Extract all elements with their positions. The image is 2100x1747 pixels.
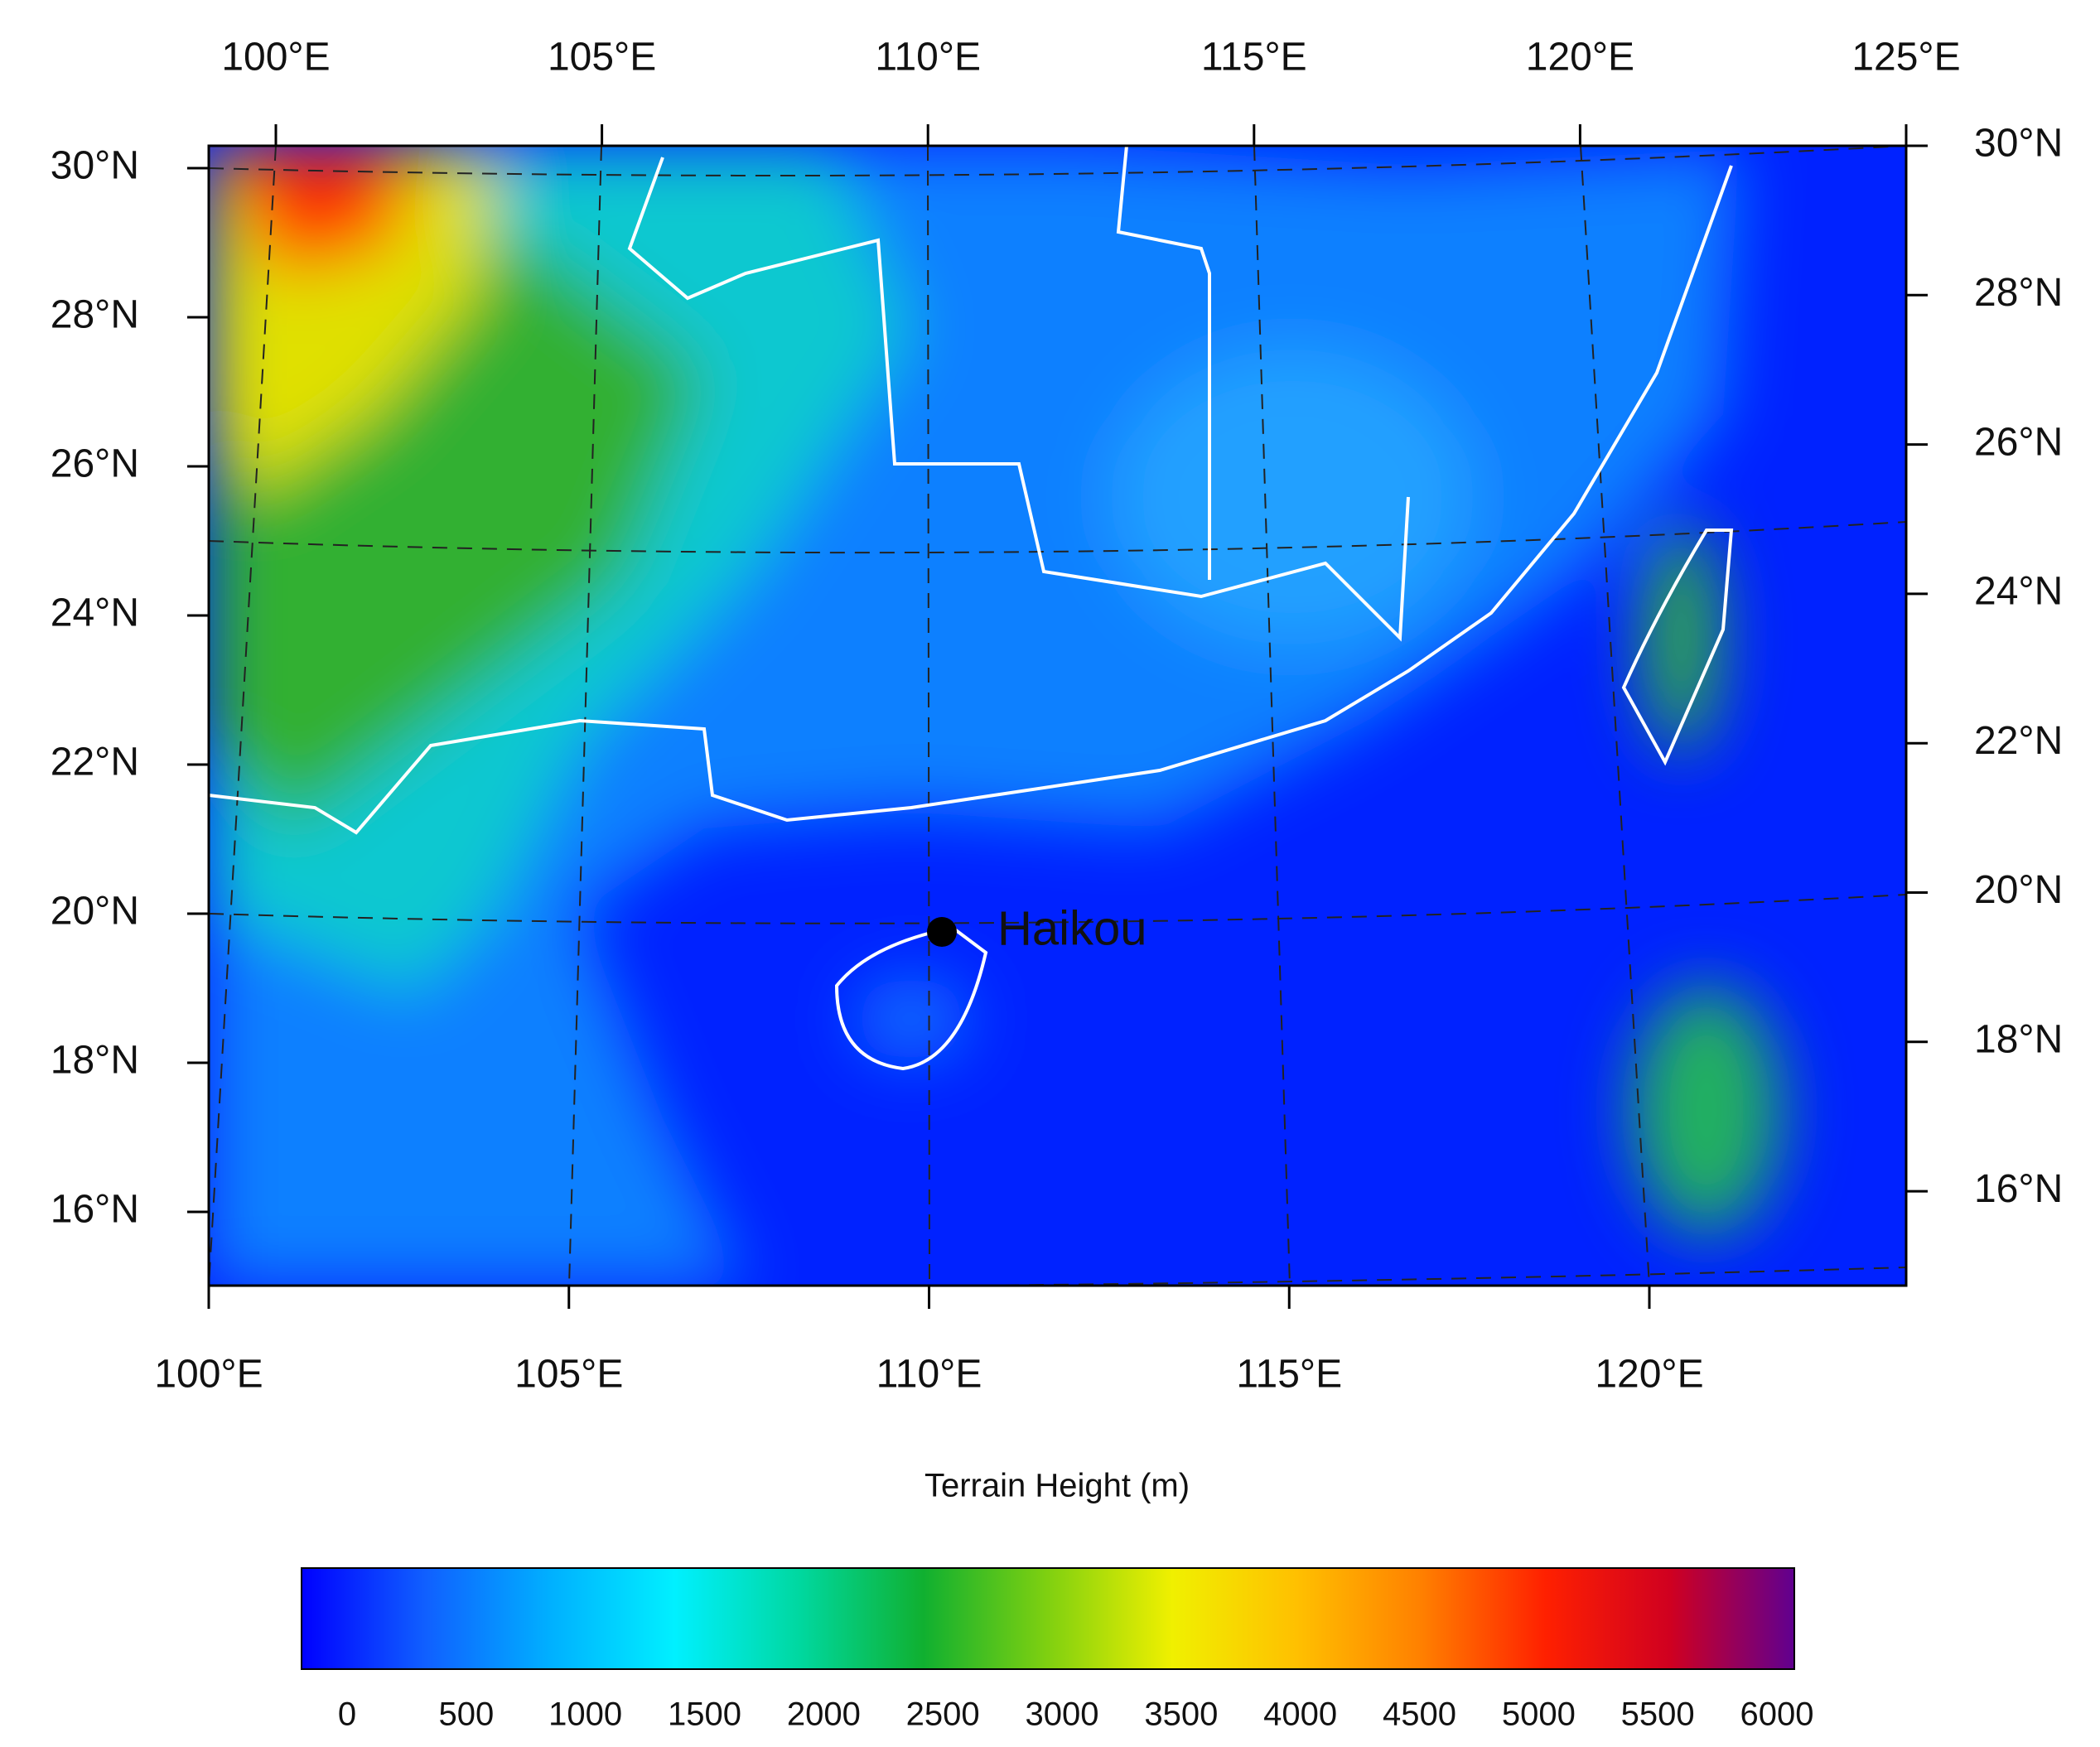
colorbar-label: 1000 <box>548 1696 622 1733</box>
right-lat-label: 20°N <box>1974 868 2063 912</box>
right-lat-label: 28°N <box>1974 271 2063 315</box>
left-lat-label: 26°N <box>51 442 139 486</box>
right-lat-label: 26°N <box>1974 420 2063 464</box>
city-label: Haikou <box>997 901 1147 955</box>
city-marker <box>927 917 957 947</box>
right-lat-label: 24°N <box>1974 570 2063 614</box>
colorbar-label: 5500 <box>1621 1696 1695 1733</box>
left-lat-label: 22°N <box>51 741 139 784</box>
top-lon-label: 125°E <box>1851 36 1960 80</box>
top-lon-label: 120°E <box>1526 36 1634 80</box>
top-lon-label: 105°E <box>548 36 656 80</box>
bottom-lon-label: 110°E <box>876 1353 982 1397</box>
bottom-lon-label: 105°E <box>514 1353 623 1397</box>
colorbar-label: 6000 <box>1740 1696 1814 1733</box>
top-lon-label: 100°E <box>221 36 330 80</box>
left-lat-label: 18°N <box>51 1039 139 1083</box>
colorbar-label: 2500 <box>906 1696 980 1733</box>
terrain-map <box>209 146 1906 1286</box>
left-lat-label: 16°N <box>51 1188 139 1232</box>
map-frame <box>207 144 1908 1287</box>
right-lat-label: 30°N <box>1974 122 2063 166</box>
colorbar <box>301 1567 1795 1670</box>
colorbar-title: Terrain Height (m) <box>924 1468 1190 1504</box>
colorbar-label: 5000 <box>1502 1696 1576 1733</box>
colorbar-label: 0 <box>338 1696 356 1733</box>
left-lat-label: 28°N <box>51 293 139 337</box>
left-lat-label: 24°N <box>51 591 139 635</box>
bottom-lon-label: 100°E <box>154 1353 263 1397</box>
colorbar-label: 4500 <box>1383 1696 1456 1733</box>
bottom-lon-label: 115°E <box>1236 1353 1342 1397</box>
colorbar-label: 1500 <box>668 1696 741 1733</box>
top-lon-label: 115°E <box>1201 36 1307 80</box>
colorbar-label: 3500 <box>1144 1696 1218 1733</box>
right-lat-label: 22°N <box>1974 719 2063 763</box>
colorbar-label: 2000 <box>787 1696 861 1733</box>
right-lat-label: 16°N <box>1974 1167 2063 1211</box>
colorbar-label: 3000 <box>1026 1696 1099 1733</box>
colorbar-label: 4000 <box>1263 1696 1337 1733</box>
top-lon-label: 110°E <box>875 36 981 80</box>
axes: 100°E 105°E 110°E 115°E 120°E 125°E 100°E 105°E… <box>51 36 2064 1397</box>
left-lat-label: 30°N <box>51 144 139 188</box>
right-lat-label: 18°N <box>1974 1017 2063 1061</box>
colorbar-label: 500 <box>438 1696 494 1733</box>
left-lat-label: 20°N <box>51 890 139 934</box>
bottom-lon-label: 120°E <box>1595 1353 1703 1397</box>
